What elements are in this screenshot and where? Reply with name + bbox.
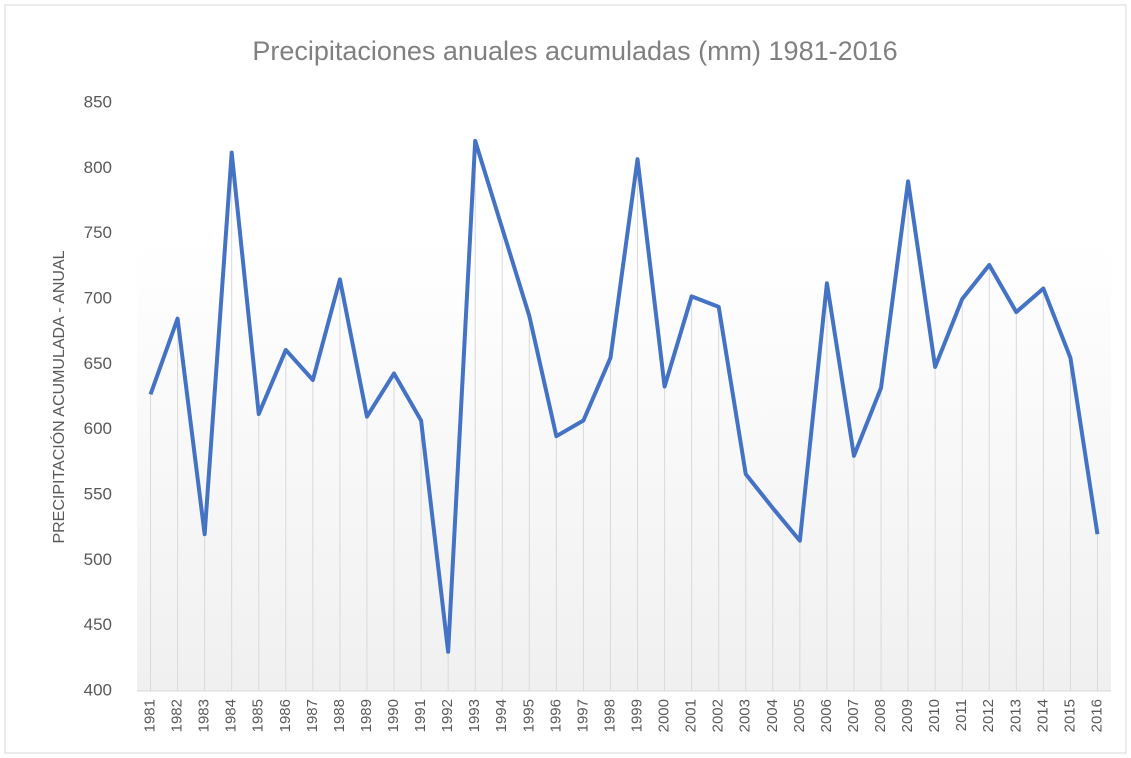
- x-tick-label: 2015: [1061, 699, 1078, 732]
- y-tick-label: 450: [84, 615, 112, 634]
- x-tick-label: 2012: [980, 699, 997, 732]
- x-tick-label: 2006: [818, 699, 835, 732]
- x-tick-label: 2008: [872, 699, 889, 732]
- x-tick-label: 1994: [493, 699, 510, 732]
- x-tick-label: 2001: [683, 699, 700, 732]
- x-tick-label: 1985: [250, 699, 267, 732]
- y-tick-label: 850: [84, 92, 112, 111]
- x-tick-label: 1987: [304, 699, 321, 732]
- x-tick-label: 1992: [439, 699, 456, 732]
- y-tick-label: 550: [84, 484, 112, 503]
- chart-title: Precipitaciones anuales acumuladas (mm) …: [252, 36, 897, 66]
- x-tick-label: 1997: [574, 699, 591, 732]
- x-tick-label: 1998: [601, 699, 618, 732]
- x-tick-label: 2009: [899, 699, 916, 732]
- x-tick-label: 2003: [737, 699, 754, 732]
- x-tick-label: 2007: [845, 699, 862, 732]
- x-tick-label: 2016: [1088, 699, 1105, 732]
- x-tick-label: 1990: [385, 699, 402, 732]
- x-tick-label: 2011: [953, 699, 970, 731]
- x-tick-label: 1986: [277, 699, 294, 732]
- x-tick-label: 1999: [628, 699, 645, 732]
- y-tick-label: 800: [84, 158, 112, 177]
- y-tick-label: 600: [84, 419, 112, 438]
- x-tick-label: 1996: [547, 699, 564, 732]
- x-tick-label: 1983: [196, 699, 213, 732]
- x-tick-label: 2002: [710, 699, 727, 732]
- x-tick-label: 1989: [358, 699, 375, 732]
- x-tick-label: 1995: [520, 699, 537, 732]
- x-tick-label: 2014: [1034, 699, 1051, 732]
- y-tick-label: 400: [84, 680, 112, 699]
- data-line: [148, 138, 1100, 654]
- x-tick-label: 1982: [169, 699, 186, 732]
- y-tick-label: 650: [84, 354, 112, 373]
- y-tick-label: 500: [84, 550, 112, 569]
- x-tick-label: 2013: [1007, 699, 1024, 732]
- plot-background: [137, 240, 1111, 691]
- y-axis-label: PRECIPITACIÓN ACUMULADA - ANUAL: [49, 250, 68, 543]
- x-tick-label: 2005: [791, 699, 808, 732]
- y-tick-label: 750: [84, 223, 112, 242]
- x-tick-label: 1981: [141, 699, 158, 732]
- y-tick-label: 700: [84, 288, 112, 307]
- x-tick-label: 2010: [926, 699, 943, 732]
- plot: 400 450 500 550 600 650 700 750 800 850 1981 1982 19…: [84, 92, 1111, 732]
- x-tick-label: 1988: [331, 699, 348, 732]
- x-tick-label: 1993: [466, 699, 483, 732]
- x-tick-label: 2000: [656, 699, 673, 732]
- x-tick-label: 2004: [764, 699, 781, 732]
- x-tick-label: 1991: [412, 699, 429, 732]
- x-tick-label: 1984: [223, 699, 240, 732]
